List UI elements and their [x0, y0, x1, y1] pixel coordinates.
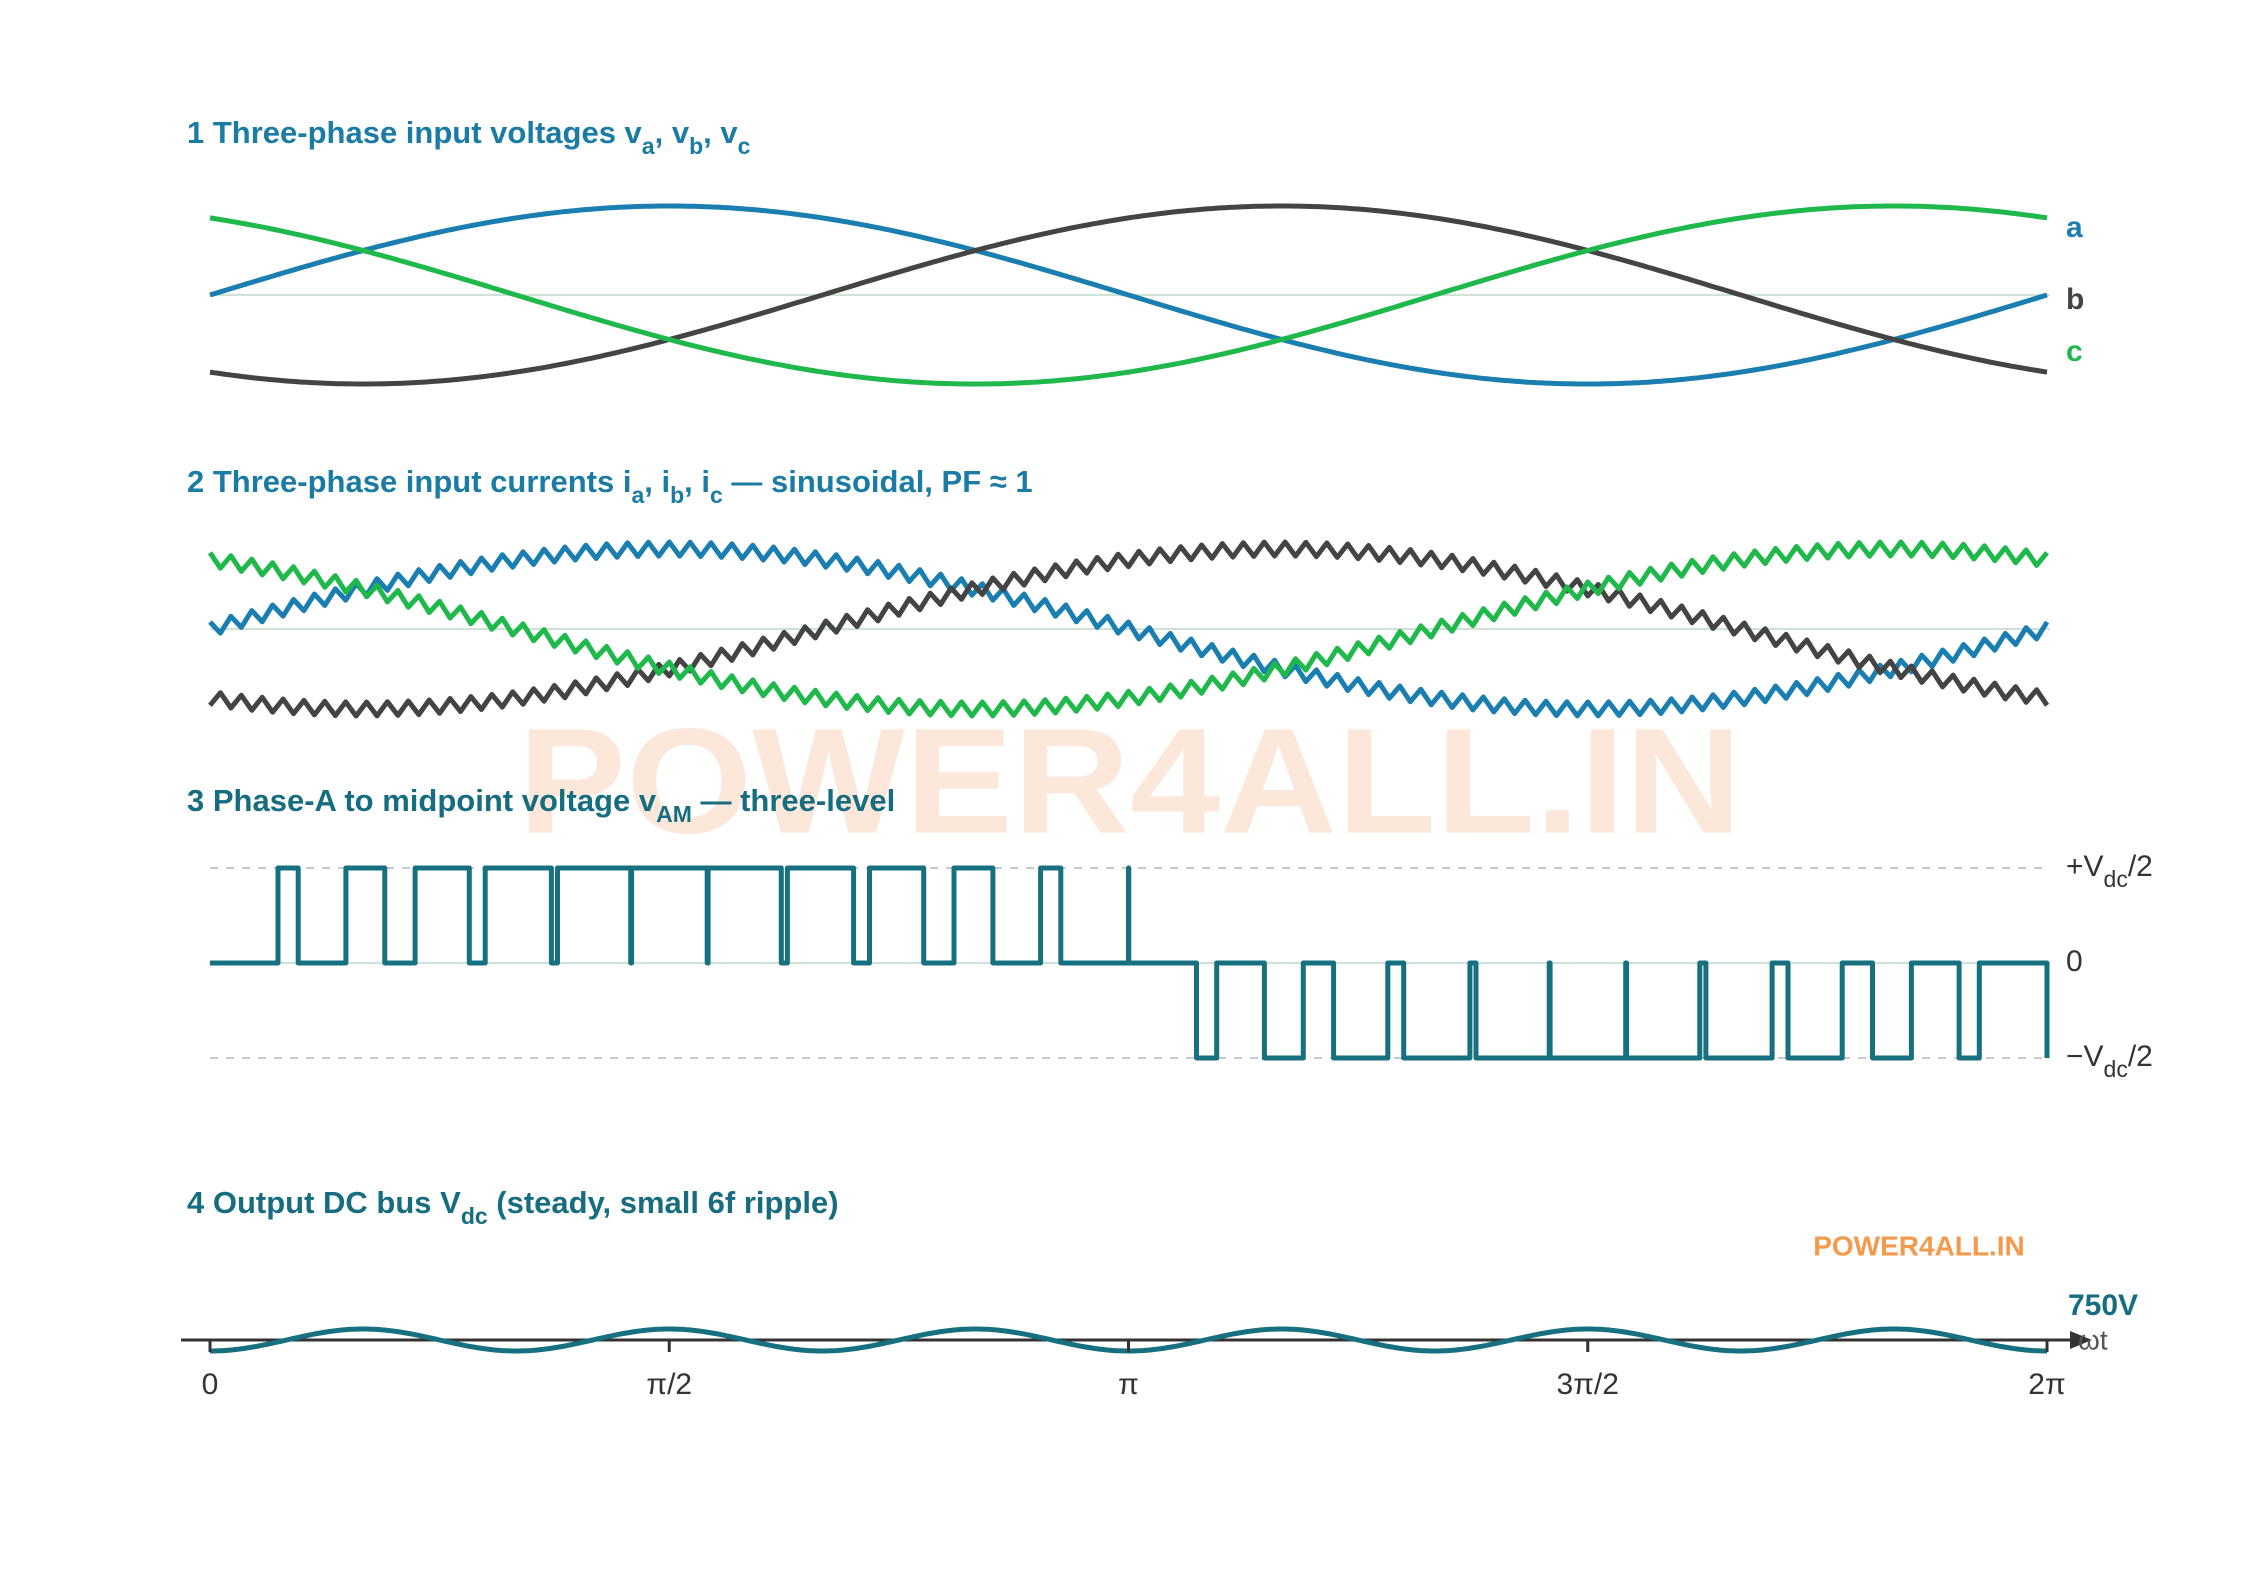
text-part: 3 Phase-A to midpoint voltage v	[187, 783, 657, 818]
subscript: dc	[2104, 866, 2128, 892]
text-part: , i	[684, 464, 710, 499]
pwm-wave	[210, 865, 2050, 1061]
level-label: −Vdc/2	[2066, 1040, 2153, 1082]
phase-label: b	[2066, 283, 2084, 316]
current-wave	[207, 539, 2049, 719]
panel-title: 3 Phase-A to midpoint voltage vAM — thre…	[187, 783, 895, 827]
text-part: , i	[644, 464, 670, 499]
current-wave	[208, 539, 2050, 719]
x-tick-label: 3π/2	[1557, 1368, 1619, 1401]
text-part: — three-level	[692, 783, 895, 818]
text-part: 0	[2066, 945, 2083, 978]
text-part: , v	[655, 115, 690, 150]
text-part: — sinusoidal, PF ≈ 1	[723, 464, 1033, 499]
phase-label: c	[2066, 335, 2083, 368]
subscript: c	[710, 482, 723, 508]
text-part: , v	[703, 115, 738, 150]
subscript: a	[631, 482, 644, 508]
text-part: /2	[2128, 1040, 2153, 1073]
text-part: (steady, small 6f ripple)	[488, 1185, 839, 1220]
text-part: 2 Three-phase input currents i	[187, 464, 631, 499]
logo: POWER4ALL.IN	[1813, 1230, 2025, 1261]
value-label: 750V	[2068, 1289, 2138, 1322]
text-part: 4 Output DC bus V	[187, 1185, 461, 1220]
subscript: c	[738, 133, 751, 159]
panel-title: 2 Three-phase input currents ia, ib, ic …	[187, 464, 1033, 508]
subscript: b	[689, 133, 703, 159]
voltage-wave	[209, 203, 2048, 387]
axis-arrow	[2070, 1331, 2092, 1349]
text-part: +V	[2066, 850, 2104, 883]
current-wave	[208, 539, 2050, 719]
subscript: b	[670, 482, 684, 508]
panel-title: 1 Three-phase input voltages va, vb, vc	[187, 115, 751, 159]
level-label: 0	[2066, 945, 2083, 978]
panel-title: 4 Output DC bus Vdc (steady, small 6f ri…	[187, 1185, 839, 1229]
x-tick-label: 0	[202, 1368, 219, 1401]
subscript: dc	[461, 1203, 488, 1229]
x-tick-label: 2π	[2028, 1368, 2065, 1401]
text-part: −V	[2066, 1040, 2104, 1073]
watermark: POWER4ALL.IN	[518, 697, 1742, 865]
subscript: AM	[656, 801, 692, 827]
phase-label: a	[2066, 211, 2083, 244]
x-tick-label: π/2	[646, 1368, 692, 1401]
subscript: a	[642, 133, 655, 159]
voltage-wave	[209, 203, 2048, 387]
text-part: /2	[2128, 850, 2153, 883]
voltage-wave	[209, 203, 2048, 387]
level-label: +Vdc/2	[2066, 850, 2153, 892]
x-tick-label: π	[1118, 1368, 1139, 1401]
subscript: dc	[2104, 1056, 2128, 1082]
axis-label: ωt	[2078, 1324, 2108, 1355]
text-part: 1 Three-phase input voltages v	[187, 115, 643, 150]
